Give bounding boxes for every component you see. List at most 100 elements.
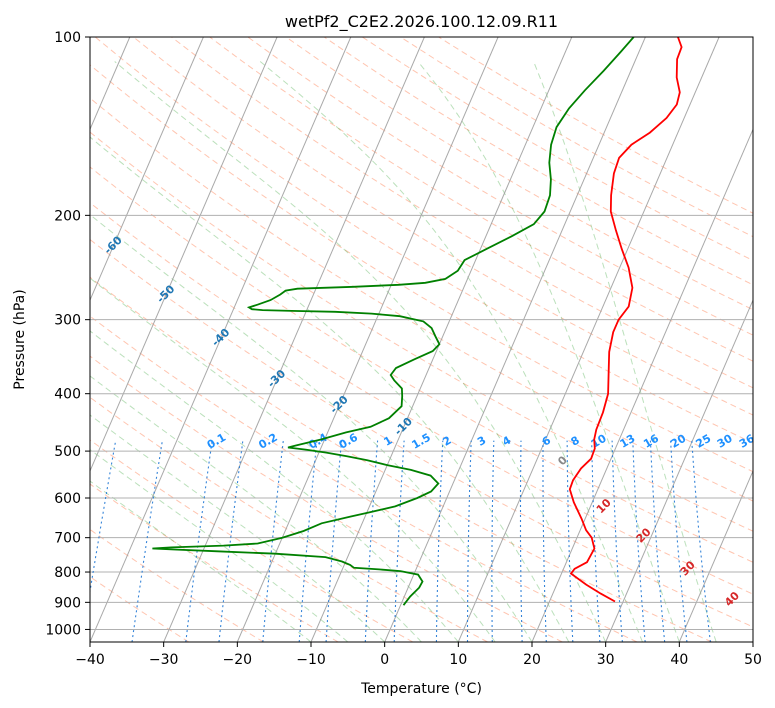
mixing-ratio-label: 25 xyxy=(694,432,714,451)
mixing-ratio-line xyxy=(632,440,646,642)
y-tick-label: 100 xyxy=(54,30,81,46)
y-axis-label: Pressure (hPa) xyxy=(12,289,28,389)
dry-adiabat-line xyxy=(90,202,753,595)
moist-adiabat-line xyxy=(90,277,496,642)
isotherm-line xyxy=(90,37,278,473)
mixing-ratio-label: 16 xyxy=(641,432,661,451)
isotherm-line xyxy=(384,37,646,642)
x-tick-label: 30 xyxy=(597,652,615,668)
isotherm-line xyxy=(752,640,753,642)
dry-adiabat-line xyxy=(90,315,638,642)
chart-title: wetPf2_C2E2.2026.100.12.09.R11 xyxy=(285,12,558,32)
mixing-ratio-label: 36 xyxy=(737,432,757,451)
x-tick-label: 40 xyxy=(670,652,688,668)
y-tick-label: 1000 xyxy=(45,622,81,638)
dry-adiabat-line xyxy=(90,483,339,642)
x-tick-label: 0 xyxy=(380,652,389,668)
mixing-ratio-line xyxy=(649,440,666,642)
mixing-ratio-label: 6 xyxy=(540,434,553,449)
dry-adiabat-line xyxy=(90,238,753,628)
dry-adiabat-line xyxy=(90,131,753,532)
dry-adiabat-line xyxy=(285,37,753,311)
dry-adiabat-line xyxy=(90,528,264,642)
x-tick-label: −20 xyxy=(223,652,253,668)
moist-adiabat-label: 40 xyxy=(722,589,742,609)
mixing-ratio-line xyxy=(218,440,244,642)
mixing-ratio-line xyxy=(519,440,523,642)
y-tick-label: 800 xyxy=(54,565,81,581)
y-tick-label: 900 xyxy=(54,595,81,611)
moist-adiabat-label: 10 xyxy=(594,496,614,516)
axis-ticks: −40 −30 −20 −10 0 10 20 30 40 5010020030040050060… xyxy=(45,30,762,668)
plot-area: -100-90-80-70-60-50-40-30-20-100.10.20.4… xyxy=(0,37,757,642)
mixing-ratio-line xyxy=(691,440,711,642)
mixing-ratio-line xyxy=(393,440,405,642)
dry-adiabat-line xyxy=(90,576,190,642)
x-tick-label: −30 xyxy=(149,652,179,668)
moist-adiabat-line xyxy=(417,61,680,642)
mixing-ratio-label: 13 xyxy=(618,432,638,451)
dry-adiabat-line xyxy=(323,37,753,286)
mixing-ratio-line xyxy=(262,440,284,642)
mixing-ratio-line xyxy=(466,440,472,642)
x-tick-label: 10 xyxy=(449,652,467,668)
isotherm-line xyxy=(236,37,499,642)
mixing-ratio-label: 1 xyxy=(382,434,395,449)
isotherm-line xyxy=(678,469,753,642)
dry-adiabat-line xyxy=(90,355,563,642)
mixing-ratio-line xyxy=(591,440,601,642)
y-tick-label: 400 xyxy=(54,387,81,403)
mixing-ratio-line xyxy=(364,440,379,642)
moist-adiabat-line xyxy=(90,330,459,642)
isotherm-line xyxy=(531,128,753,642)
mixing-ratio-label: 20 xyxy=(668,432,688,451)
isotherm-label: -60 xyxy=(102,233,125,256)
moist-adiabat-line xyxy=(90,214,533,642)
temperature-profile-line xyxy=(568,37,683,603)
isotherm-line xyxy=(90,37,352,642)
x-tick-label: 50 xyxy=(744,652,762,668)
mixing-ratio-line xyxy=(325,440,343,642)
mixing-ratio-line xyxy=(298,440,318,642)
mixing-ratio-line xyxy=(185,440,213,642)
moist-adiabat-line xyxy=(90,414,386,642)
isotherm-label: -10 xyxy=(392,415,415,438)
isotherm-label: -80 xyxy=(0,133,21,156)
moist-adiabat-label: 20 xyxy=(634,525,654,545)
y-tick-label: 700 xyxy=(54,531,81,547)
dry-adiabat-line xyxy=(90,396,488,642)
plot-frame xyxy=(89,36,754,643)
mixing-ratio-label: 1.5 xyxy=(410,431,433,452)
x-tick-label: −10 xyxy=(296,652,326,668)
y-tick-label: 200 xyxy=(54,208,81,224)
moist-adiabat-line xyxy=(533,61,717,642)
dry-adiabat-line xyxy=(90,439,414,642)
mixing-ratio-line xyxy=(611,440,623,642)
x-tick-label: −40 xyxy=(75,652,105,668)
isotherm-label: -30 xyxy=(265,367,288,390)
dry-adiabat-line xyxy=(171,37,753,389)
dewpoint-profile-line xyxy=(152,37,635,606)
mixing-ratio-line xyxy=(491,440,495,642)
moist-adiabat-line xyxy=(259,61,643,642)
mixing-ratio-label: 4 xyxy=(500,434,513,449)
isotherm-line xyxy=(163,37,425,642)
mixing-ratio-label: 3 xyxy=(475,434,488,449)
mixing-ratio-line xyxy=(670,440,688,642)
mixing-ratio-line xyxy=(90,440,117,595)
x-axis-label: Temperature (°C) xyxy=(360,681,482,697)
isotherm-line xyxy=(310,37,573,642)
isotherm-line xyxy=(605,298,753,642)
y-tick-label: 500 xyxy=(54,444,81,460)
moist-adiabat-line xyxy=(114,61,607,642)
mixing-ratio-label: 30 xyxy=(715,432,735,451)
moist-adiabat-line xyxy=(90,448,349,642)
dry-adiabat-line xyxy=(90,276,712,642)
mixing-ratio-label: 0.1 xyxy=(205,431,228,452)
isotherm-line xyxy=(0,37,56,642)
moist-adiabat-line xyxy=(90,375,422,642)
y-tick-label: 600 xyxy=(54,491,81,507)
dry-adiabat-line xyxy=(133,37,753,416)
isotherm-label: -70 xyxy=(50,183,73,206)
